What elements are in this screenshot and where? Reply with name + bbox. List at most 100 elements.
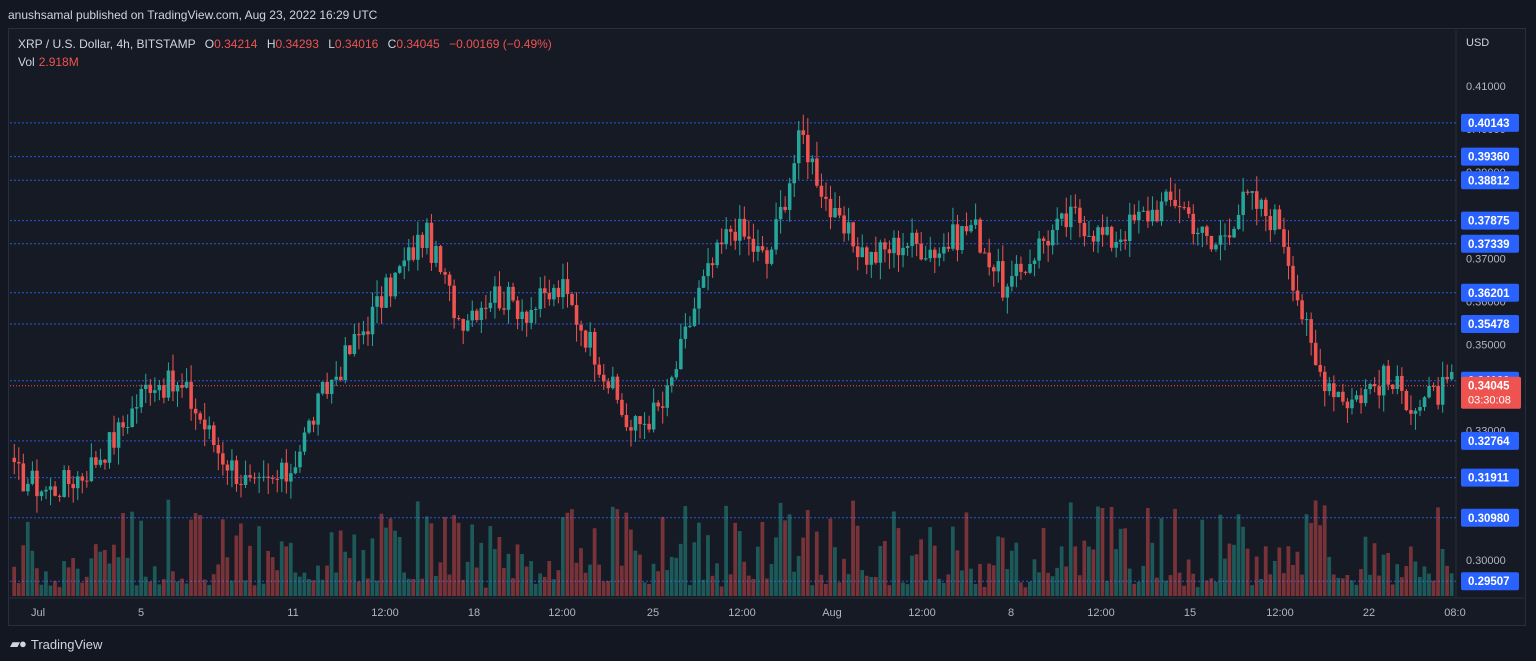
candle-body[interactable]	[1064, 213, 1069, 228]
candle-body[interactable]	[402, 260, 407, 267]
candle-body[interactable]	[1282, 229, 1286, 247]
candle-body[interactable]	[942, 246, 946, 254]
candle-body[interactable]	[774, 219, 778, 250]
candle-body[interactable]	[484, 307, 488, 309]
candle-body[interactable]	[706, 263, 710, 277]
candle-body[interactable]	[1078, 207, 1082, 223]
candle-body[interactable]	[520, 311, 524, 320]
candle-body[interactable]	[896, 237, 901, 256]
candle-body[interactable]	[543, 288, 547, 294]
candle-body[interactable]	[320, 381, 325, 394]
candle-body[interactable]	[1404, 390, 1409, 411]
candle-body[interactable]	[923, 258, 928, 260]
candle-body[interactable]	[80, 476, 85, 481]
candle-body[interactable]	[53, 486, 57, 496]
candle-body[interactable]	[438, 246, 443, 273]
candle-body[interactable]	[937, 253, 942, 258]
candle-body[interactable]	[1014, 263, 1019, 277]
candle-body[interactable]	[1449, 372, 1454, 380]
candle-body[interactable]	[166, 370, 171, 398]
candle-body[interactable]	[270, 477, 275, 479]
candle-body[interactable]	[1055, 218, 1059, 230]
candle-body[interactable]	[1177, 205, 1182, 208]
candle-body[interactable]	[280, 462, 284, 480]
level-badge[interactable]	[1461, 234, 1519, 253]
candle-body[interactable]	[461, 319, 465, 331]
candle-body[interactable]	[407, 247, 411, 261]
candle-body[interactable]	[751, 238, 756, 252]
candle-body[interactable]	[1332, 383, 1336, 398]
candle-body[interactable]	[1168, 191, 1173, 200]
candle-body[interactable]	[1250, 191, 1254, 193]
candle-body[interactable]	[107, 432, 112, 463]
candle-body[interactable]	[366, 331, 370, 335]
candle-body[interactable]	[189, 381, 193, 409]
candle-body[interactable]	[1223, 235, 1227, 237]
candle-body[interactable]	[1345, 401, 1350, 409]
tradingview-logo[interactable]: ▰● TradingView	[10, 636, 102, 652]
candle-body[interactable]	[1386, 365, 1391, 385]
candle-body[interactable]	[1440, 376, 1445, 405]
candle-body[interactable]	[592, 331, 597, 365]
candle-body[interactable]	[293, 467, 298, 474]
level-badge[interactable]	[1461, 113, 1519, 132]
candle-body[interactable]	[679, 338, 683, 370]
candle-body[interactable]	[171, 370, 175, 392]
candle-body[interactable]	[583, 330, 588, 348]
candle-body[interactable]	[44, 489, 48, 492]
candle-body[interactable]	[289, 473, 293, 482]
candle-body[interactable]	[1128, 214, 1132, 242]
candle-body[interactable]	[94, 457, 98, 465]
candle-body[interactable]	[1395, 375, 1400, 389]
candle-body[interactable]	[488, 302, 493, 309]
candle-body[interactable]	[837, 207, 842, 216]
candle-body[interactable]	[1400, 375, 1404, 391]
candle-body[interactable]	[1073, 206, 1078, 208]
candle-body[interactable]	[284, 462, 289, 482]
candle-body[interactable]	[370, 306, 375, 335]
candle-body[interactable]	[1114, 242, 1118, 248]
candle-body[interactable]	[1427, 385, 1431, 398]
candle-body[interactable]	[1137, 211, 1141, 221]
candle-body[interactable]	[792, 163, 796, 184]
candle-body[interactable]	[48, 486, 53, 490]
candle-body[interactable]	[429, 222, 434, 263]
candle-body[interactable]	[443, 272, 447, 275]
level-badge[interactable]	[1461, 211, 1519, 230]
candle-body[interactable]	[316, 393, 320, 425]
candle-body[interactable]	[892, 237, 896, 254]
candle-body[interactable]	[615, 376, 620, 400]
candle-body[interactable]	[39, 491, 44, 497]
candle-body[interactable]	[692, 308, 697, 326]
candle-body[interactable]	[130, 408, 134, 428]
candle-body[interactable]	[783, 206, 787, 211]
candle-body[interactable]	[1155, 209, 1159, 222]
candle-body[interactable]	[1341, 391, 1345, 402]
candle-body[interactable]	[198, 413, 202, 420]
candle-body[interactable]	[810, 158, 815, 163]
candle-body[interactable]	[860, 247, 865, 258]
candle-body[interactable]	[252, 477, 257, 479]
candle-body[interactable]	[1273, 209, 1277, 231]
candle-body[interactable]	[75, 476, 80, 489]
candle-body[interactable]	[1141, 210, 1146, 212]
candle-body[interactable]	[502, 308, 506, 310]
candle-body[interactable]	[1123, 239, 1128, 242]
candle-body[interactable]	[103, 459, 107, 463]
candle-body[interactable]	[869, 251, 874, 265]
candle-body[interactable]	[35, 470, 39, 497]
candle-body[interactable]	[121, 422, 125, 428]
candle-body[interactable]	[125, 427, 130, 429]
candle-body[interactable]	[307, 420, 311, 433]
candle-body[interactable]	[887, 249, 892, 254]
candle-body[interactable]	[184, 381, 189, 388]
candle-body[interactable]	[225, 464, 230, 471]
candle-body[interactable]	[239, 483, 243, 485]
candle-body[interactable]	[647, 423, 651, 430]
candle-body[interactable]	[960, 226, 964, 251]
candle-body[interactable]	[1050, 229, 1055, 246]
candle-body[interactable]	[756, 246, 760, 252]
candle-body[interactable]	[964, 226, 969, 232]
ohlc-legend[interactable]: XRP / U.S. Dollar, 4h, BITSTAMP O0.34214…	[18, 37, 552, 51]
candle-body[interactable]	[425, 222, 429, 248]
